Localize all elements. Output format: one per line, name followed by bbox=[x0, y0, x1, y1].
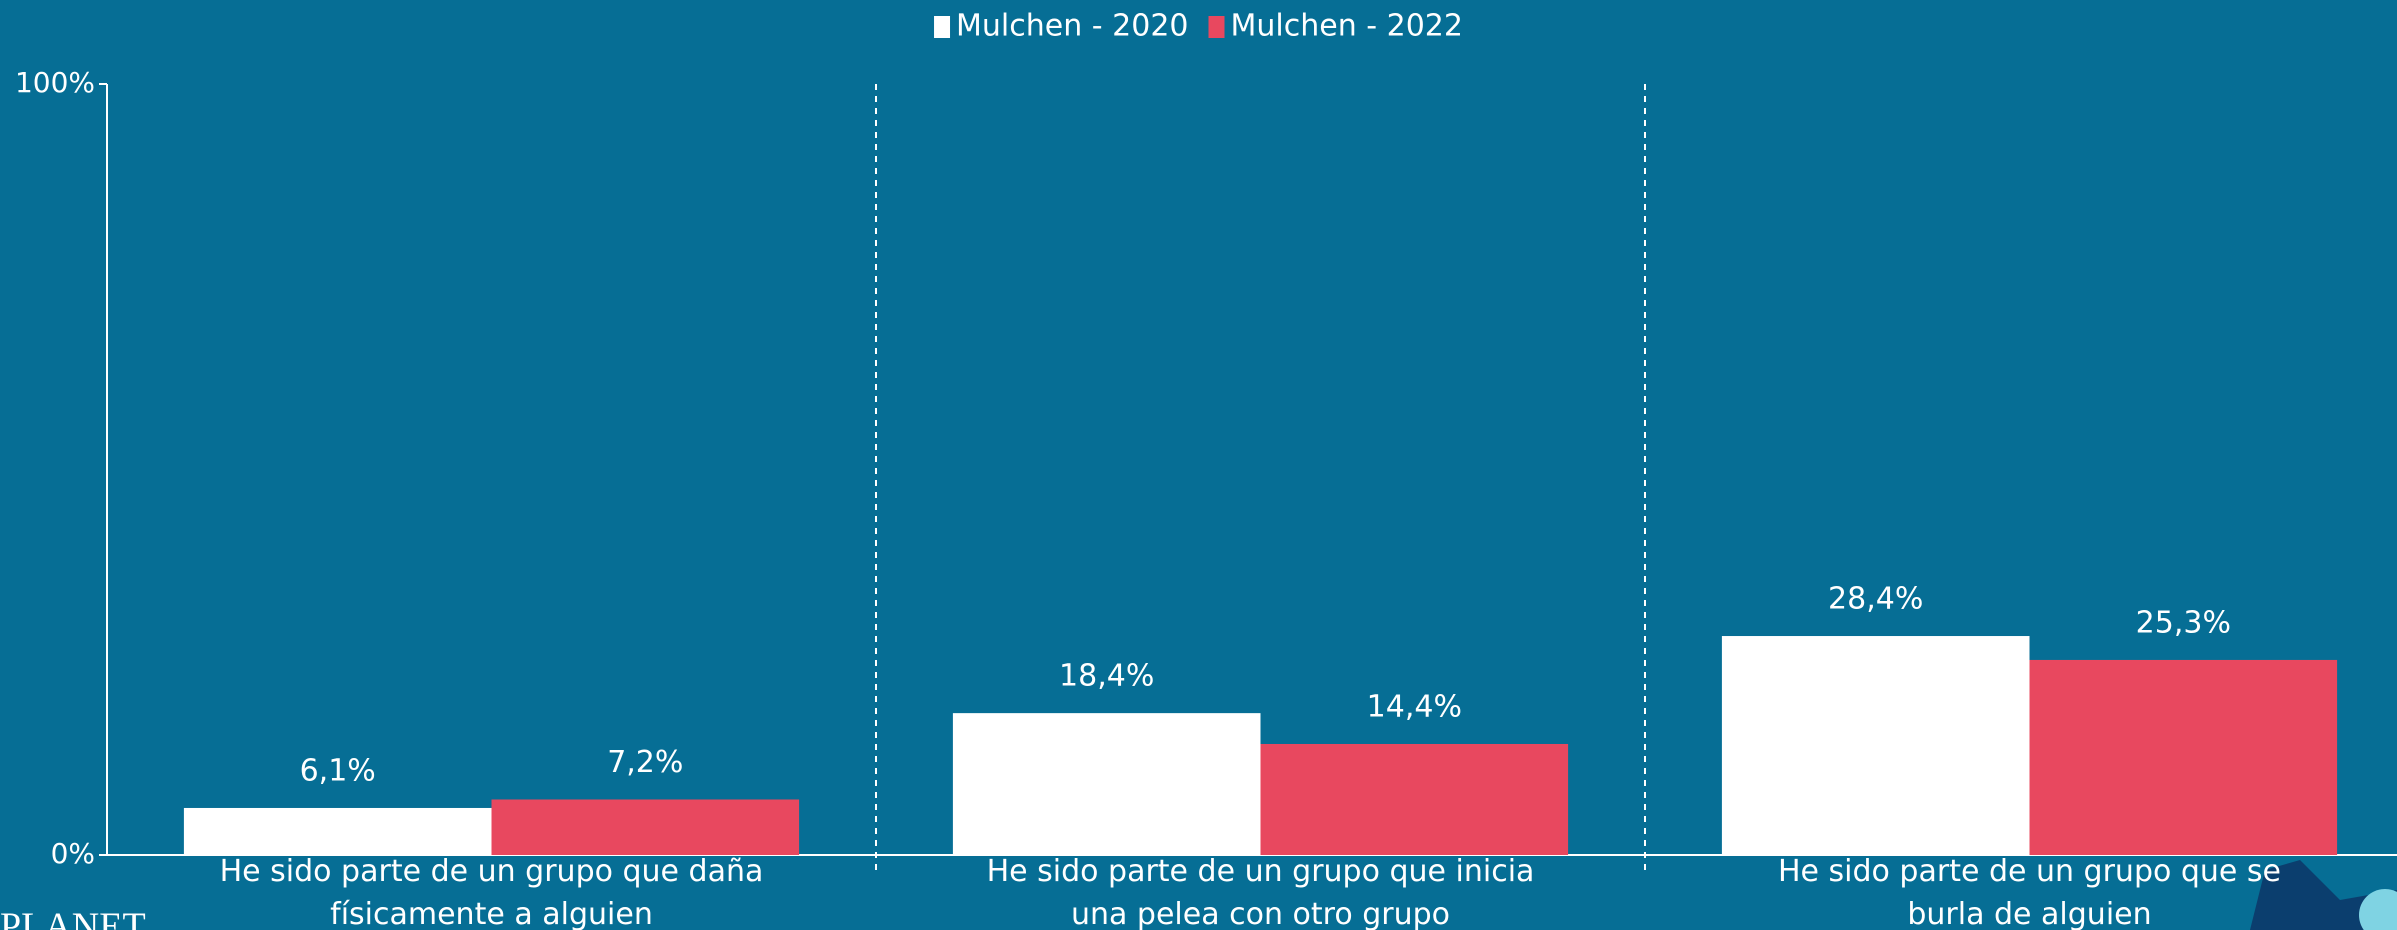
page: PLANET 0% 100% Mulchen - 2020 Mulchen - 202… bbox=[0, 0, 2397, 930]
legend-label: Mulchen - 2020 bbox=[956, 9, 1188, 44]
x-tick-label: He sido parte de un grupo que daña físic… bbox=[212, 850, 772, 930]
legend-swatch bbox=[1209, 16, 1225, 38]
x-tick-label: He sido parte de un grupo que se burla d… bbox=[1750, 850, 2310, 930]
chart: PLANET 0% 100% Mulchen - 2020 Mulchen - 202… bbox=[0, 0, 2397, 930]
bar bbox=[1722, 636, 2030, 855]
bar bbox=[184, 808, 492, 855]
value-label: 18,4% bbox=[1059, 659, 1154, 694]
value-label: 7,2% bbox=[607, 745, 683, 780]
value-label: 6,1% bbox=[300, 753, 376, 788]
legend-swatch bbox=[934, 16, 950, 38]
value-label: 14,4% bbox=[1367, 689, 1462, 724]
value-label: 28,4% bbox=[1828, 582, 1923, 617]
bar bbox=[1261, 744, 1569, 855]
legend-label: Mulchen - 2022 bbox=[1231, 9, 1463, 44]
logo-text: PLANET bbox=[0, 906, 146, 930]
x-tick-label: He sido parte de un grupo que inicia una… bbox=[981, 850, 1541, 930]
decoration bbox=[2359, 889, 2397, 930]
bar bbox=[492, 799, 800, 855]
bar bbox=[2030, 660, 2338, 855]
y-tick-label: 100% bbox=[15, 66, 95, 99]
bar bbox=[953, 713, 1261, 855]
value-label: 25,3% bbox=[2136, 605, 2231, 640]
y-tick-label: 0% bbox=[51, 837, 95, 870]
